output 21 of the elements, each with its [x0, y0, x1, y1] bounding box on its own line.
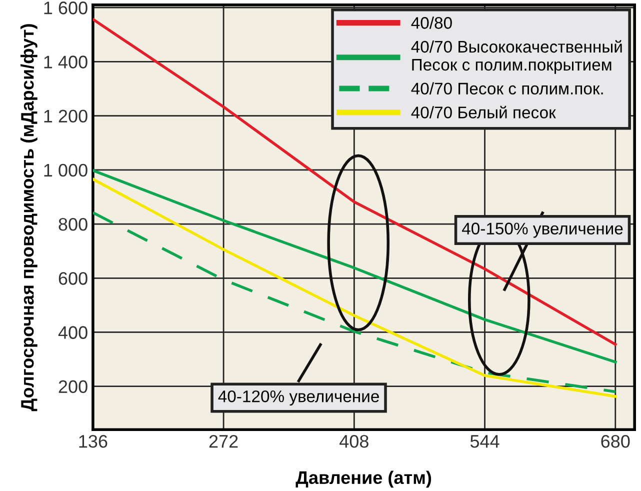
annotation: 40-150% увеличение — [462, 222, 623, 238]
legend-label: 40/80 — [411, 16, 452, 29]
annotation: 40-120% увеличение — [218, 390, 379, 406]
x-tick-label: 408 — [340, 434, 368, 448]
x-tick-label: 680 — [601, 434, 630, 448]
y-tick-label: 600 — [58, 272, 88, 285]
legend-label: 40/70 Высококачественный Песок с полим.покрытием — [411, 40, 622, 74]
y-tick-label: 400 — [58, 326, 88, 339]
legend-label: 40/70 Белый песок — [411, 106, 556, 118]
legend-label: 40/70 Песок с полим.пок. — [411, 82, 603, 95]
x-tick-label: 272 — [209, 434, 238, 448]
x-tick-label: 136 — [79, 434, 108, 448]
y-tick-label: 1 400 — [44, 56, 88, 68]
y-axis-title: Долгосрочная проводимость (мДарси/фут) — [20, 24, 38, 412]
y-tick-label: 1 200 — [44, 110, 88, 123]
y-tick-label: 1 000 — [44, 164, 88, 177]
y-tick-label: 800 — [58, 218, 88, 231]
y-tick-label: 200 — [58, 380, 88, 394]
x-axis-title: Давление (атм) — [296, 470, 432, 488]
x-tick-label: 544 — [470, 435, 500, 448]
y-tick-label: 1 600 — [44, 2, 88, 14]
